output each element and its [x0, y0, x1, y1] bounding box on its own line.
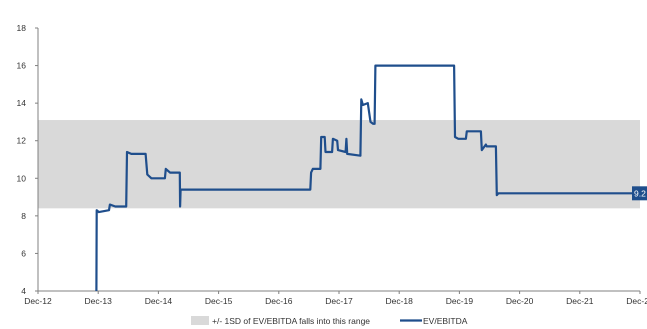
x-tick-label: Dec-21: [566, 296, 594, 306]
x-tick-label: Dec-22: [626, 296, 647, 306]
x-tick-label: Dec-14: [145, 296, 173, 306]
x-tick-label: Dec-18: [385, 296, 413, 306]
y-tick-label: 6: [21, 248, 26, 258]
one-sd-band: [38, 120, 640, 209]
end-value-box: [632, 186, 647, 201]
y-tick-label: 18: [17, 23, 27, 33]
legend-line-label: EV/EBITDA: [423, 316, 468, 326]
x-tick-label: Dec-15: [205, 296, 233, 306]
y-axis: 4 6 8 10 12 14 16 18: [17, 23, 39, 296]
legend-band-swatch: [191, 316, 209, 325]
legend-band-label: +/- 1SD of EV/EBITDA falls into this ran…: [212, 316, 370, 326]
y-tick-label: 4: [21, 286, 26, 296]
x-tick-label: Dec-16: [265, 296, 293, 306]
y-tick-label: 12: [17, 136, 27, 146]
x-tick-label: Dec-17: [325, 296, 353, 306]
legend: +/- 1SD of EV/EBITDA falls into this ran…: [191, 316, 468, 326]
x-tick-label: Dec-20: [506, 296, 534, 306]
y-tick-label: 8: [21, 211, 26, 221]
y-tick-label: 10: [17, 173, 27, 183]
y-tick-label: 16: [17, 61, 27, 71]
x-axis: Dec-12 Dec-13 Dec-14 Dec-15 Dec-16 Dec-17 Dec-…: [24, 290, 647, 306]
y-tick-label: 14: [17, 98, 27, 108]
x-tick-label: Dec-19: [446, 296, 474, 306]
end-value-label: 9.2: [632, 186, 647, 201]
end-value-text: 9.2: [634, 188, 646, 198]
x-tick-label: Dec-12: [24, 296, 52, 306]
ev-ebitda-line: [95, 64, 647, 292]
x-tick-label: Dec-13: [84, 296, 112, 306]
